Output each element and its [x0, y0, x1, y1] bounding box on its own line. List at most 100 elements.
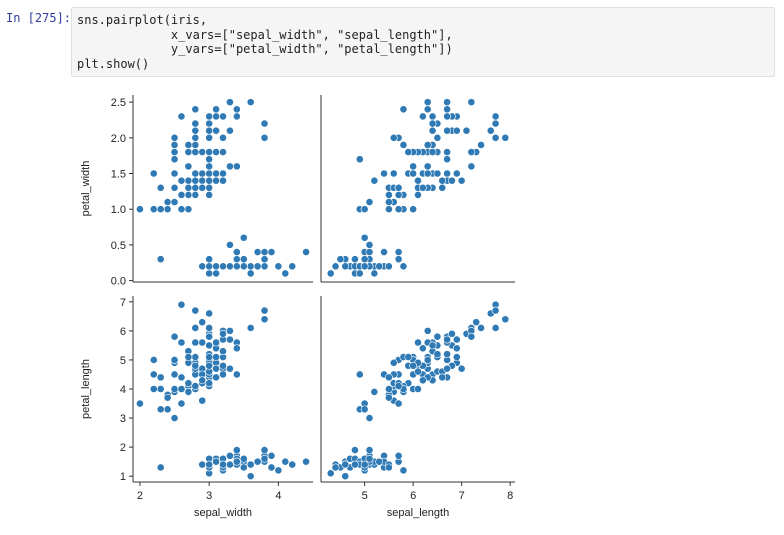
data-point — [170, 370, 179, 379]
data-point — [239, 233, 248, 242]
code-cell[interactable]: sns.pairplot(iris, x_vars=["sepal_width"… — [71, 7, 775, 77]
data-point — [365, 454, 374, 463]
data-point — [260, 262, 269, 271]
data-point — [177, 191, 186, 199]
data-point — [232, 248, 241, 256]
data-point — [341, 472, 350, 481]
data-point — [380, 169, 388, 178]
y-tick-label: 7 — [120, 297, 126, 309]
data-point — [191, 105, 200, 114]
data-point — [443, 155, 451, 164]
data-point — [331, 262, 340, 271]
data-point — [198, 376, 207, 385]
data-point — [302, 457, 310, 466]
data-point — [501, 315, 510, 324]
subplot-petal_width-vs-sepal_width: 0.0 0.5 1.0 1.5 2.0 2.5 petal_width — [80, 95, 313, 288]
data-point — [149, 356, 158, 364]
data-point — [428, 112, 437, 121]
data-point — [232, 162, 241, 171]
data-point — [205, 353, 214, 361]
data-point — [260, 119, 269, 128]
data-point — [184, 353, 193, 361]
data-point — [205, 133, 214, 142]
data-point — [212, 262, 220, 271]
data-point — [452, 353, 461, 361]
data-point — [384, 463, 393, 472]
data-point — [184, 205, 193, 214]
data-point — [467, 332, 476, 341]
data-point — [418, 112, 427, 121]
x-tick-label: 2 — [137, 490, 143, 502]
data-point — [452, 169, 461, 178]
data-point — [184, 191, 193, 199]
data-point — [260, 306, 269, 315]
data-point — [191, 169, 200, 178]
data-point — [212, 353, 220, 361]
x-tick-label: 6 — [410, 490, 416, 502]
data-point — [191, 338, 200, 347]
data-point — [239, 454, 248, 463]
data-point — [205, 269, 214, 278]
data-point — [149, 385, 158, 393]
y-tick-label: 2 — [120, 442, 126, 454]
data-point — [177, 399, 186, 408]
data-point — [438, 176, 447, 185]
data-point — [384, 385, 393, 393]
code-editor[interactable]: sns.pairplot(iris, x_vars=["sepal_width"… — [77, 13, 453, 71]
data-point — [486, 126, 495, 135]
data-point — [365, 414, 374, 422]
data-point — [177, 373, 186, 382]
data-point — [226, 326, 234, 335]
data-point — [433, 169, 442, 178]
data-point — [384, 393, 393, 402]
data-point — [414, 191, 422, 199]
data-point — [438, 373, 447, 382]
data-point — [491, 306, 500, 315]
data-point — [433, 350, 442, 359]
data-point — [341, 460, 350, 469]
data-point — [443, 112, 451, 121]
data-point — [472, 318, 481, 327]
data-point — [205, 361, 214, 370]
data-point — [360, 460, 369, 469]
data-point — [156, 463, 165, 472]
data-point — [414, 385, 422, 393]
data-point — [184, 148, 193, 156]
data-point — [433, 332, 442, 341]
data-point — [260, 255, 269, 264]
data-point — [409, 361, 418, 370]
data-point — [136, 399, 144, 408]
data-point — [375, 262, 384, 271]
data-point — [423, 105, 432, 114]
data-point — [205, 155, 214, 164]
data-point — [239, 262, 248, 271]
data-point — [156, 205, 165, 214]
data-point — [219, 112, 227, 121]
code-line: plt.show() — [77, 56, 150, 71]
data-point — [246, 262, 255, 271]
data-point — [219, 169, 227, 178]
data-point — [399, 262, 408, 271]
data-point — [428, 341, 437, 350]
data-point — [443, 335, 451, 344]
data-point — [452, 126, 461, 135]
data-point — [170, 141, 179, 149]
data-point — [219, 329, 227, 338]
data-point — [232, 370, 241, 379]
data-point — [443, 148, 451, 156]
data-point — [156, 183, 165, 192]
data-point — [205, 148, 214, 156]
x-tick-label: 7 — [459, 490, 465, 502]
data-point — [239, 255, 248, 264]
data-point — [212, 126, 220, 135]
data-point — [170, 148, 179, 156]
data-point — [443, 364, 451, 373]
data-point — [177, 300, 186, 309]
data-point — [170, 332, 179, 341]
data-point — [423, 326, 432, 335]
data-point — [491, 119, 500, 128]
data-point — [177, 385, 186, 393]
data-point — [232, 344, 241, 353]
data-point — [246, 472, 255, 481]
data-point — [191, 382, 200, 390]
